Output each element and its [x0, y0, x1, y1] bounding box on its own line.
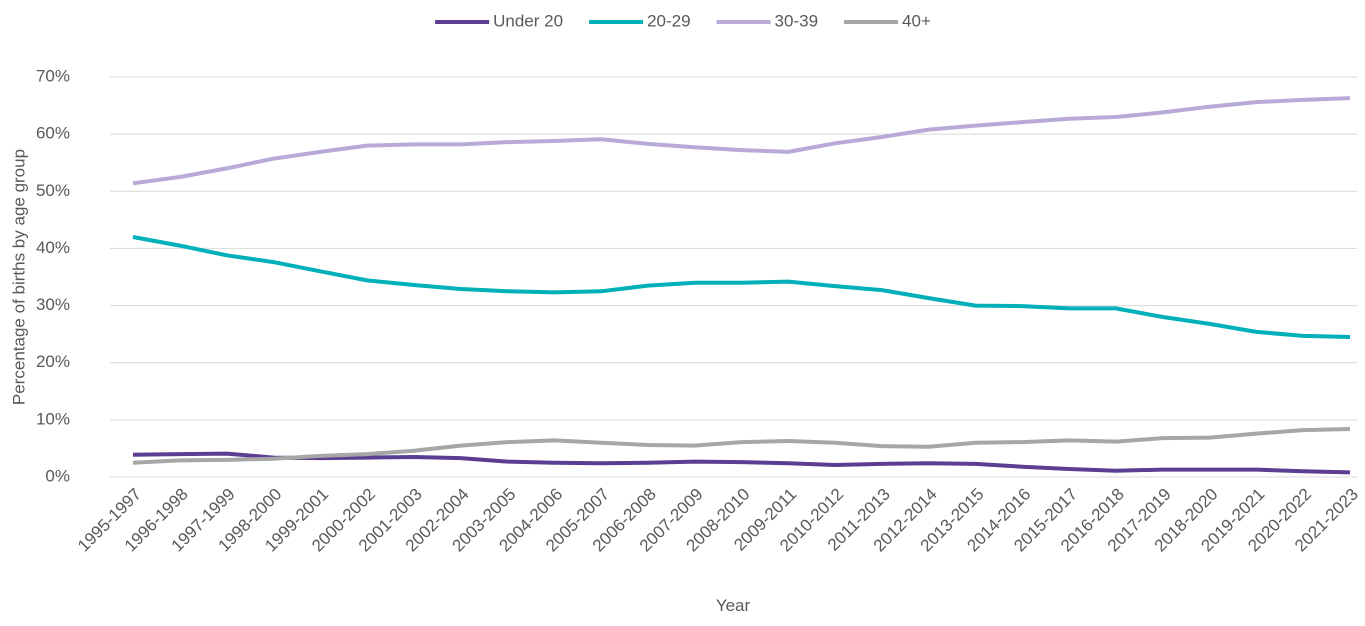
y-tick-label: 40%	[36, 238, 70, 257]
legend-label: Under 20	[493, 11, 563, 30]
y-tick-label: 60%	[36, 124, 70, 143]
y-tick-label: 20%	[36, 352, 70, 371]
line-series	[132, 427, 1351, 465]
y-tick-label: 0%	[45, 466, 70, 485]
x-axis-title: Year	[716, 596, 751, 615]
line-series	[132, 235, 1351, 339]
y-tick-label: 10%	[36, 409, 70, 428]
y-tick-label: 30%	[36, 295, 70, 314]
y-tick-label: 70%	[36, 66, 70, 85]
y-tick-label: 50%	[36, 181, 70, 200]
legend-label: 40+	[902, 11, 931, 30]
legend-label: 20-29	[647, 11, 690, 30]
y-axis-title: Percentage of births by age group	[9, 149, 28, 405]
line-series	[132, 96, 1351, 186]
legend-label: 30-39	[775, 11, 818, 30]
line-series	[132, 451, 1351, 475]
